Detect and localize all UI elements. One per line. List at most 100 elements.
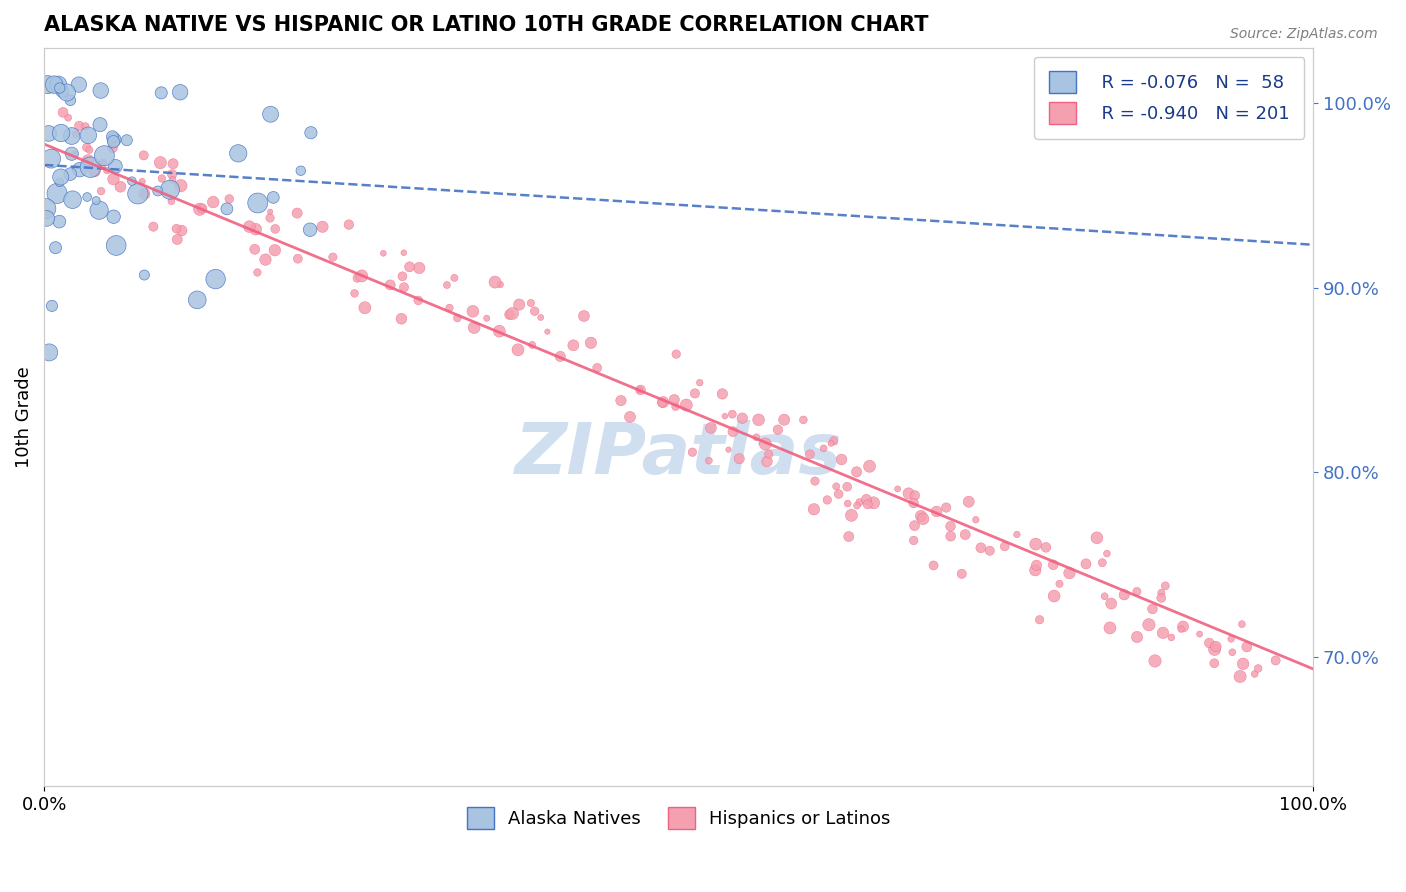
Point: [586, 360, 609, 375]
Point: [689, 376, 711, 390]
Point: [721, 407, 744, 421]
Point: [856, 497, 879, 511]
Point: [1198, 636, 1220, 650]
Point: [803, 502, 825, 516]
Point: [502, 306, 524, 320]
Legend: Alaska Natives, Hispanics or Latinos: Alaska Natives, Hispanics or Latinos: [460, 800, 898, 837]
Point: [84, 194, 107, 208]
Point: [831, 452, 853, 467]
Point: [1205, 640, 1227, 654]
Point: [49, 169, 72, 184]
Point: [1091, 556, 1114, 570]
Point: [380, 277, 402, 292]
Point: [1229, 669, 1251, 683]
Point: [48, 176, 70, 190]
Point: [60, 128, 83, 143]
Point: [813, 442, 835, 456]
Point: [1095, 547, 1118, 561]
Point: [392, 245, 415, 260]
Point: [681, 445, 703, 459]
Point: [398, 260, 420, 274]
Point: [105, 238, 128, 252]
Point: [42, 78, 65, 92]
Point: [711, 387, 734, 401]
Point: [79, 160, 101, 174]
Point: [1204, 657, 1226, 671]
Point: [69, 162, 91, 177]
Point: [979, 543, 1001, 558]
Point: [134, 268, 156, 282]
Point: [166, 233, 188, 247]
Point: [837, 480, 859, 494]
Point: [766, 423, 789, 437]
Point: [59, 94, 82, 108]
Point: [150, 86, 173, 100]
Point: [35, 211, 58, 226]
Point: [841, 508, 863, 523]
Point: [115, 133, 138, 147]
Point: [254, 252, 277, 267]
Point: [41, 299, 63, 313]
Point: [259, 107, 281, 121]
Point: [436, 278, 458, 293]
Point: [910, 509, 932, 524]
Point: [886, 482, 908, 496]
Point: [652, 395, 675, 409]
Point: [1099, 597, 1122, 611]
Point: [858, 459, 880, 474]
Point: [146, 184, 169, 198]
Point: [142, 219, 165, 234]
Point: [56, 86, 79, 100]
Point: [970, 541, 993, 555]
Point: [1042, 558, 1064, 572]
Point: [957, 494, 980, 508]
Point: [619, 409, 641, 424]
Point: [90, 184, 112, 198]
Point: [103, 210, 125, 224]
Point: [202, 195, 225, 210]
Point: [1126, 584, 1149, 599]
Point: [1188, 627, 1211, 641]
Point: [1150, 591, 1173, 605]
Point: [290, 163, 312, 178]
Point: [91, 156, 114, 170]
Point: [758, 447, 780, 461]
Point: [391, 269, 413, 284]
Point: [101, 141, 124, 155]
Point: [1074, 557, 1097, 571]
Point: [939, 519, 962, 533]
Point: [87, 203, 110, 218]
Point: [131, 174, 153, 188]
Point: [717, 442, 740, 457]
Point: [188, 202, 211, 217]
Point: [665, 400, 688, 414]
Point: [651, 396, 673, 410]
Point: [488, 324, 510, 338]
Point: [215, 202, 238, 216]
Point: [498, 308, 520, 322]
Point: [548, 350, 571, 364]
Point: [46, 78, 69, 92]
Text: ZIPatlas: ZIPatlas: [515, 419, 842, 489]
Point: [162, 173, 184, 187]
Point: [536, 325, 558, 339]
Point: [93, 149, 115, 163]
Point: [38, 345, 60, 359]
Point: [96, 163, 118, 178]
Point: [475, 311, 498, 326]
Point: [238, 219, 260, 234]
Point: [149, 155, 172, 169]
Point: [904, 488, 927, 502]
Point: [463, 320, 485, 334]
Point: [1230, 617, 1253, 632]
Point: [756, 454, 779, 468]
Point: [799, 447, 821, 461]
Point: [745, 430, 768, 444]
Y-axis label: 10th Grade: 10th Grade: [15, 367, 32, 468]
Point: [1220, 645, 1243, 659]
Point: [1143, 654, 1166, 668]
Point: [165, 221, 187, 235]
Point: [246, 265, 269, 279]
Point: [285, 206, 308, 220]
Point: [132, 148, 155, 162]
